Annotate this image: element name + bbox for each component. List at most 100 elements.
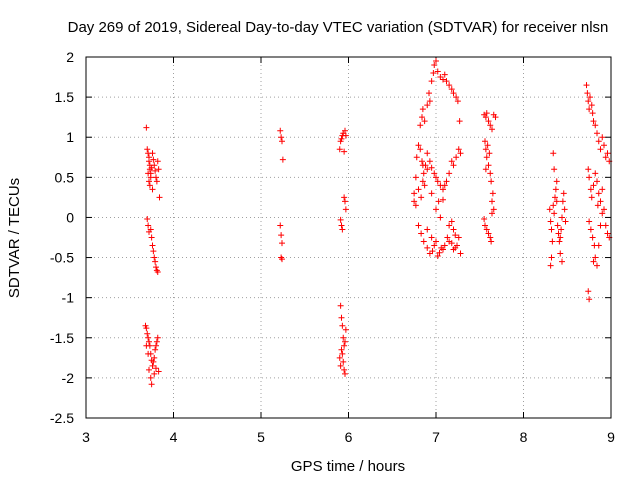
data-point: [481, 216, 488, 223]
data-point: [154, 268, 161, 275]
data-point: [485, 230, 492, 237]
data-point: [152, 167, 159, 174]
data-point: [145, 334, 152, 341]
data-point: [585, 288, 592, 295]
x-tick-label: 6: [345, 429, 353, 445]
data-point: [145, 222, 152, 229]
data-point: [443, 78, 450, 85]
data-point: [146, 366, 152, 373]
data-point: [149, 150, 156, 157]
data-point: [443, 178, 450, 185]
data-point: [144, 216, 151, 223]
data-point: [336, 354, 343, 361]
data-point: [279, 138, 285, 145]
data-point: [433, 206, 439, 213]
data-point: [341, 194, 348, 201]
data-point: [549, 238, 556, 245]
data-point: [436, 249, 443, 256]
data-point: [551, 210, 558, 217]
data-point: [147, 374, 154, 381]
data-point: [412, 174, 419, 181]
data-point: [143, 342, 150, 349]
data-point: [435, 198, 442, 205]
data-point: [434, 252, 441, 259]
data-point: [431, 170, 438, 177]
data-point: [338, 222, 345, 229]
data-points: [142, 58, 613, 388]
data-point: [144, 330, 151, 337]
data-point: [559, 258, 565, 265]
data-point: [278, 232, 285, 239]
data-point: [450, 90, 457, 97]
data-point: [150, 248, 157, 255]
data-point: [412, 202, 419, 209]
data-point: [342, 338, 348, 345]
data-point: [602, 154, 609, 161]
data-point: [419, 178, 426, 185]
data-point: [152, 346, 159, 353]
data-point: [148, 381, 155, 388]
data-point: [154, 158, 161, 165]
data-point: [594, 202, 601, 209]
data-point: [585, 166, 592, 173]
data-point: [440, 76, 446, 83]
data-point: [588, 194, 595, 201]
data-point: [433, 238, 439, 245]
data-point: [450, 226, 457, 233]
data-point: [586, 218, 593, 225]
data-point: [277, 222, 284, 229]
data-point: [154, 334, 161, 341]
data-point: [440, 186, 446, 193]
y-tick-label: -2.5: [50, 410, 74, 426]
data-point: [415, 222, 422, 229]
data-point: [446, 222, 453, 229]
data-point: [415, 186, 422, 193]
y-tick-label: -1.5: [50, 330, 74, 346]
data-point: [156, 194, 163, 201]
y-tick-label: 2: [66, 49, 74, 65]
data-point: [340, 358, 347, 365]
data-point: [455, 146, 462, 153]
data-point: [489, 126, 495, 133]
data-point: [342, 370, 348, 377]
y-tick-label: 0.5: [55, 169, 75, 185]
data-point: [144, 146, 151, 153]
data-point: [595, 190, 602, 197]
data-point: [592, 170, 599, 177]
data-point: [341, 366, 348, 373]
data-point: [482, 146, 489, 153]
data-point: [145, 170, 152, 177]
data-point: [444, 234, 451, 241]
data-point: [483, 226, 490, 233]
data-point: [454, 98, 461, 105]
data-point: [153, 178, 160, 185]
data-point: [279, 256, 285, 263]
data-point: [553, 178, 560, 185]
x-axis-label: GPS time / hours: [291, 458, 405, 475]
data-point: [594, 178, 600, 185]
data-point: [146, 178, 152, 185]
data-point: [341, 148, 348, 155]
data-point: [433, 58, 439, 65]
data-point: [557, 250, 564, 257]
data-point: [586, 296, 593, 303]
data-point: [448, 240, 455, 247]
data-point: [149, 186, 156, 193]
data-point: [457, 150, 464, 157]
data-point: [434, 68, 441, 75]
data-point: [146, 158, 152, 165]
data-point: [590, 118, 597, 125]
data-point: [482, 222, 488, 229]
data-point: [604, 150, 611, 157]
data-point: [155, 368, 162, 375]
data-point: [594, 130, 600, 137]
data-point: [489, 198, 495, 205]
data-point: [338, 346, 345, 353]
data-point: [146, 182, 153, 189]
data-point: [485, 162, 492, 169]
data-point: [421, 182, 428, 189]
y-tick-label: 1.5: [55, 89, 75, 105]
y-axis-label: SDTVAR / TECUs: [6, 178, 23, 298]
data-point: [440, 246, 446, 253]
